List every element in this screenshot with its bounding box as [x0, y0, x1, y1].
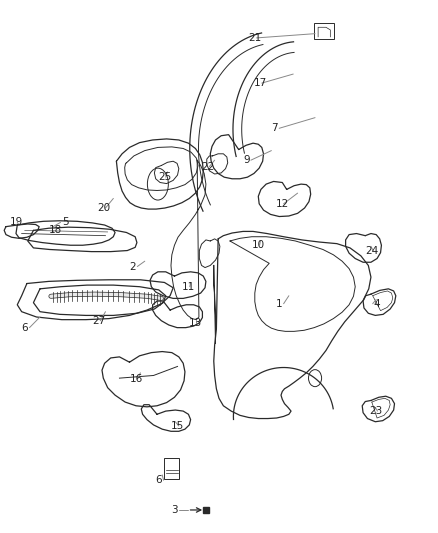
Text: 3: 3: [171, 505, 177, 515]
Text: 21: 21: [249, 33, 262, 43]
Text: 24: 24: [365, 246, 378, 255]
Text: 19: 19: [10, 217, 23, 228]
Text: 23: 23: [370, 406, 383, 416]
Text: 12: 12: [276, 199, 289, 209]
Text: 25: 25: [158, 172, 171, 182]
Text: 6: 6: [21, 322, 28, 333]
Text: 5: 5: [62, 217, 68, 228]
Text: 15: 15: [171, 421, 184, 431]
Text: 1: 1: [276, 298, 283, 309]
Text: 4: 4: [374, 298, 381, 309]
Text: 13: 13: [188, 318, 201, 328]
Text: 20: 20: [98, 203, 111, 213]
Text: 27: 27: [92, 316, 106, 326]
Text: 17: 17: [254, 78, 267, 88]
Text: 7: 7: [272, 123, 278, 133]
Text: 16: 16: [130, 374, 143, 384]
Text: 6: 6: [155, 475, 162, 485]
Text: 9: 9: [243, 155, 250, 165]
Text: 10: 10: [252, 240, 265, 250]
Text: 11: 11: [182, 282, 195, 292]
Text: 2: 2: [130, 262, 136, 271]
Text: 18: 18: [49, 225, 62, 236]
Text: 22: 22: [201, 161, 215, 172]
